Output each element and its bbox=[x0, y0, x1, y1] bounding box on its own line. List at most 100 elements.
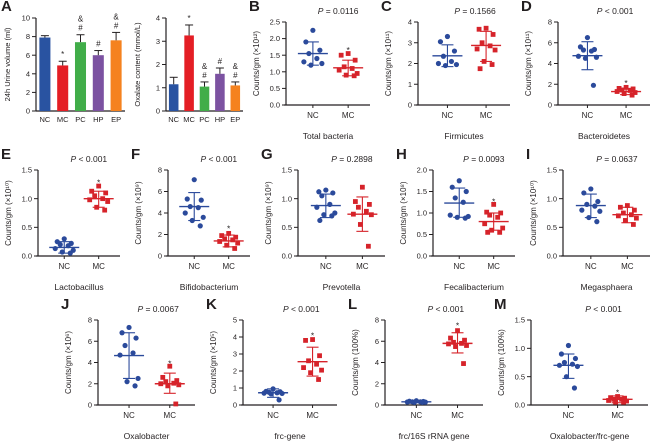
y-axis-label: Counts/gm (×10⁸) bbox=[399, 181, 408, 245]
outlier-asterisk: * bbox=[97, 178, 101, 188]
y-tick-label: 2 bbox=[233, 367, 237, 376]
panel-K-chart: P < 0.001 0 1 2 3 4 5 Counts/gm (×10⁵) NC MC * frc-… bbox=[209, 304, 337, 441]
panel-D-chart: P < 0.001 0 2 4 6 8 Counts/gm (×10¹¹) NC MC * Bact… bbox=[524, 6, 650, 141]
data-point bbox=[630, 222, 636, 227]
panel-I-chart: P = 0.0637 0.0 0.5 1.0 1.5 Counts/gm (×10¹⁰) N… bbox=[529, 154, 650, 292]
y-tick-label: 8 bbox=[158, 166, 162, 175]
data-point bbox=[572, 355, 579, 362]
y-tick-label: 1.0 bbox=[282, 194, 292, 203]
group-label: NC bbox=[188, 262, 200, 271]
p-value-label: P = 0.2898 bbox=[331, 154, 373, 164]
data-point bbox=[319, 193, 325, 199]
data-point bbox=[581, 190, 587, 196]
data-point bbox=[463, 188, 469, 195]
y-tick-label: 4 bbox=[233, 333, 237, 342]
p-value-label: P = 0.0116 bbox=[318, 6, 359, 16]
y-axis-label: Counts/gm (×10¹¹) bbox=[384, 31, 393, 96]
data-point bbox=[588, 186, 594, 192]
y-tick-label: 6 bbox=[375, 337, 379, 346]
y-tick-label: 3 bbox=[233, 350, 237, 359]
y-tick-label: 0.0 bbox=[417, 252, 427, 261]
data-point bbox=[317, 217, 323, 224]
data-point bbox=[191, 177, 197, 183]
data-point bbox=[595, 198, 601, 205]
p-value-label: P < 0.001 bbox=[283, 304, 320, 314]
p-value-label: P < 0.001 bbox=[427, 304, 464, 314]
data-point bbox=[100, 196, 106, 202]
y-tick-label: 10 bbox=[22, 14, 30, 23]
data-point bbox=[630, 86, 636, 92]
panel-letter-M: M bbox=[494, 296, 507, 313]
data-point bbox=[482, 221, 488, 227]
panel-letter-K: K bbox=[206, 296, 217, 313]
x-category-label: MC bbox=[183, 115, 195, 124]
panel-L-chart: P < 0.001 0 2 4 6 8 Counts/gm (100%) NC MC * frc/1… bbox=[351, 304, 483, 441]
data-point bbox=[498, 210, 504, 216]
data-point bbox=[122, 342, 128, 349]
bar-MC bbox=[184, 35, 194, 111]
group-label: NC bbox=[563, 411, 575, 420]
data-point bbox=[368, 212, 374, 218]
group-label: NC bbox=[585, 262, 597, 271]
group-label: NC bbox=[453, 262, 465, 271]
y-tick-label: 8 bbox=[548, 18, 552, 27]
y-tick-label: 4 bbox=[26, 69, 30, 78]
y-tick-label: 5 bbox=[233, 316, 237, 325]
data-point bbox=[176, 382, 182, 388]
panel-A-right-oxalate-bar-chart: 0 1 2 3 4 Oxalate content (mmol/L) NC * MC # & PC # H… bbox=[130, 0, 248, 145]
group-label: MC bbox=[487, 262, 500, 271]
data-point bbox=[462, 215, 468, 221]
group-label: MC bbox=[621, 262, 634, 271]
data-point bbox=[586, 214, 592, 221]
data-point bbox=[365, 243, 371, 249]
data-point bbox=[497, 229, 503, 235]
outlier-asterisk: * bbox=[624, 78, 628, 88]
y-tick-label: 1.0 bbox=[547, 194, 557, 203]
p-value-label: P = 0.1566 bbox=[454, 6, 496, 16]
data-point bbox=[126, 324, 132, 331]
data-point bbox=[308, 370, 313, 376]
data-point bbox=[352, 57, 358, 63]
group-label: NC bbox=[442, 111, 454, 120]
panel-letter-G: G bbox=[261, 146, 273, 163]
x-axis-label: Prevotella bbox=[323, 282, 361, 292]
outlier-asterisk: * bbox=[168, 359, 172, 369]
data-point bbox=[558, 351, 565, 357]
data-point bbox=[622, 218, 628, 223]
y-tick-label: 4 bbox=[88, 358, 92, 367]
x-category-label: NC bbox=[168, 115, 179, 124]
y-tick-label: 0.5 bbox=[22, 223, 32, 232]
y-axis-label: Counts/gm (×10⁹) bbox=[134, 181, 143, 245]
significance-marker: & bbox=[202, 62, 208, 71]
group-label: MC bbox=[164, 411, 177, 420]
x-category-label: MC bbox=[57, 115, 69, 124]
bar-MC bbox=[57, 65, 69, 111]
data-point bbox=[200, 214, 206, 220]
data-point bbox=[632, 90, 638, 95]
y-axis-label: Counts/gm (×10¹¹) bbox=[524, 31, 533, 96]
data-point bbox=[474, 46, 480, 52]
bar-HP bbox=[92, 55, 104, 111]
data-point bbox=[102, 207, 108, 213]
data-point bbox=[117, 352, 123, 358]
data-point bbox=[314, 361, 319, 367]
bar-NC bbox=[39, 37, 51, 111]
data-point bbox=[329, 213, 335, 219]
data-point bbox=[357, 222, 363, 227]
data-point bbox=[165, 383, 171, 389]
data-point bbox=[310, 337, 315, 342]
data-point bbox=[354, 71, 360, 76]
data-point bbox=[448, 335, 453, 341]
data-point bbox=[571, 385, 578, 391]
data-point bbox=[629, 92, 635, 98]
y-tick-label: 2 bbox=[26, 88, 30, 97]
data-point bbox=[279, 390, 285, 397]
data-point bbox=[487, 212, 493, 218]
panel-C-firmicutes-scatter: C P = 0.1566 0 1 2 3 4 Counts/gm (×10¹¹) NC MC Fir… bbox=[380, 0, 520, 145]
data-point bbox=[611, 396, 616, 402]
data-point bbox=[623, 84, 629, 90]
panel-letter-I: I bbox=[526, 146, 531, 163]
y-axis-label: Counts/gm (×10⁹) bbox=[264, 181, 273, 245]
data-point bbox=[619, 396, 624, 402]
